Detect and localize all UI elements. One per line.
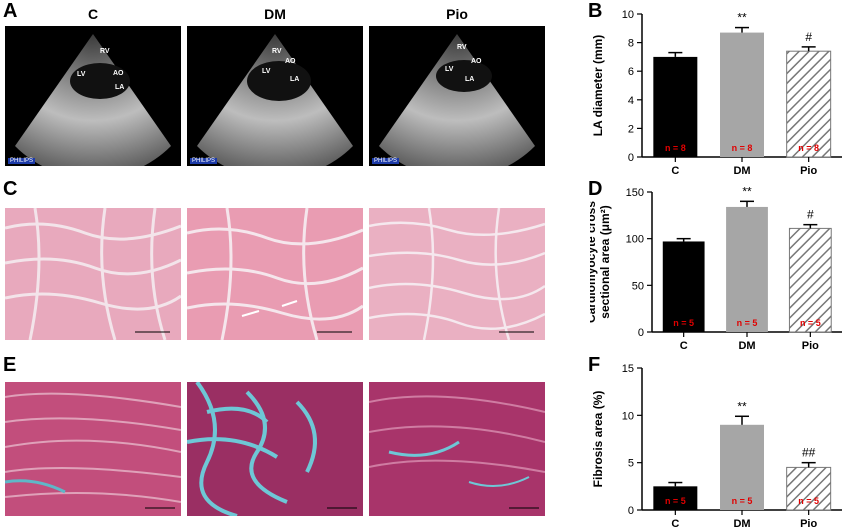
- x-tick-label: Pio: [802, 340, 819, 350]
- bar-dm: [726, 206, 768, 332]
- y-axis-label: Cardiomyocyte cross: [590, 201, 598, 323]
- x-tick-label: DM: [738, 340, 755, 350]
- significance-mark: **: [737, 11, 747, 25]
- y-axis-label: LA diameter (mm): [591, 35, 605, 137]
- he-image-dm: [187, 208, 363, 340]
- philips-logo: PHILIPS: [372, 158, 400, 164]
- philips-logo: PHILIPS: [8, 158, 36, 164]
- panel-letter-e: E: [3, 354, 17, 376]
- echo-label-rv: RV: [100, 48, 110, 55]
- significance-mark: **: [737, 399, 747, 413]
- y-tick-label: 0: [628, 152, 634, 164]
- bar-c: [653, 56, 698, 157]
- y-tick-label: 4: [628, 95, 634, 107]
- x-tick-label: DM: [733, 518, 750, 528]
- echo-label-lv: LV: [77, 71, 86, 78]
- echo-label-ao: AO: [285, 58, 296, 65]
- n-label: n = 5: [732, 496, 753, 506]
- x-tick-label: Pio: [800, 518, 817, 528]
- panel-letter-f: F: [588, 354, 601, 376]
- x-tick-label: DM: [733, 165, 750, 176]
- chart-f: 0 5 10 15 Fibrosis area (%) n = 5 C ** n = 5 DM ##…: [591, 363, 842, 528]
- masson-texture-c: [5, 382, 181, 516]
- panel-letter-b: B: [588, 0, 603, 22]
- n-label: n = 5: [737, 318, 758, 328]
- echo-label-la: LA: [465, 76, 475, 83]
- echo-label-lv: LV: [262, 68, 271, 75]
- y-tick-label: 0: [638, 327, 644, 339]
- echo-label-ao: AO: [471, 58, 482, 65]
- panel-letter-a: A: [3, 0, 18, 22]
- column-label-pio: Pio: [446, 6, 468, 22]
- n-label: n = 5: [665, 496, 686, 506]
- y-tick-label: 10: [622, 410, 634, 422]
- masson-texture-dm: [187, 382, 363, 516]
- y-tick-label: 6: [628, 66, 634, 78]
- n-label: n = 5: [800, 318, 821, 328]
- echo-label-rv: RV: [457, 44, 467, 51]
- echo-sector-dm: [197, 34, 353, 166]
- significance-mark: #: [807, 208, 814, 222]
- bar-pio: [786, 50, 832, 158]
- column-label-dm: DM: [264, 6, 286, 22]
- x-tick-label: C: [671, 165, 679, 176]
- n-label: n = 5: [798, 496, 819, 506]
- panel-letter-d: D: [588, 178, 603, 200]
- echo-label-lv: LV: [445, 66, 454, 73]
- echo-label-la: LA: [115, 84, 125, 91]
- he-image-pio: [369, 208, 545, 340]
- bar-c: [662, 241, 705, 332]
- bar-pio: [788, 227, 832, 333]
- y-tick-label: 50: [632, 280, 644, 292]
- echo-label-rv: RV: [272, 48, 282, 55]
- y-tick-label: 10: [622, 9, 634, 21]
- y-tick-label: 8: [628, 38, 634, 50]
- masson-texture-pio: [369, 382, 545, 516]
- y-tick-label: 5: [628, 458, 634, 470]
- panel-letter-c: C: [3, 178, 18, 200]
- column-label-c: C: [87, 6, 99, 22]
- philips-logo: PHILIPS: [190, 158, 218, 164]
- y-tick-label: 0: [628, 505, 634, 517]
- echo-image-dm: RV LV AO LA PHILIPS: [187, 26, 363, 166]
- masson-image-dm: [187, 382, 363, 516]
- y-tick-label: 15: [622, 363, 634, 375]
- chart-b: 0 2 4 6 8 10 LA diameter (mm) n = 8 C ** n = 8 DM # n…: [591, 9, 842, 176]
- masson-image-pio: [369, 382, 545, 516]
- echo-sector-c: [15, 34, 171, 166]
- he-texture-pio: [369, 208, 545, 340]
- bar-c: [653, 486, 698, 510]
- echo-label-ao: AO: [113, 70, 124, 77]
- y-tick-label: 100: [626, 234, 644, 246]
- echo-label-la: LA: [290, 76, 300, 83]
- y-axis-label: Fibrosis area (%): [591, 391, 605, 488]
- masson-image-c: [5, 382, 181, 516]
- n-label: n = 5: [673, 318, 694, 328]
- x-tick-label: Pio: [800, 165, 817, 176]
- bar-dm: [720, 32, 764, 158]
- significance-mark: #: [805, 30, 812, 44]
- echo-sector-pio: [379, 34, 535, 166]
- x-tick-label: C: [680, 340, 688, 350]
- he-image-c: [5, 208, 181, 340]
- he-texture-c: [5, 208, 181, 340]
- bar-dm: [720, 424, 764, 510]
- n-label: n = 8: [732, 143, 753, 153]
- significance-mark: ##: [802, 446, 816, 460]
- x-tick-label: C: [671, 518, 679, 528]
- he-texture-dm: [187, 208, 363, 340]
- bar-pio: [786, 466, 832, 511]
- y-tick-label: 150: [626, 187, 644, 199]
- n-label: n = 8: [665, 143, 686, 153]
- chart-d: 0 50 100 150 Cardiomyocyte cross sectional ar…: [590, 184, 842, 350]
- y-tick-label: 2: [628, 123, 634, 135]
- n-label: n = 8: [798, 143, 819, 153]
- echo-image-c: RV LV AO LA PHILIPS: [5, 26, 181, 166]
- y-axis-label: sectional area (μm²): [598, 205, 612, 318]
- significance-mark: **: [742, 184, 752, 198]
- echo-image-pio: RV LV AO LA PHILIPS: [369, 26, 545, 166]
